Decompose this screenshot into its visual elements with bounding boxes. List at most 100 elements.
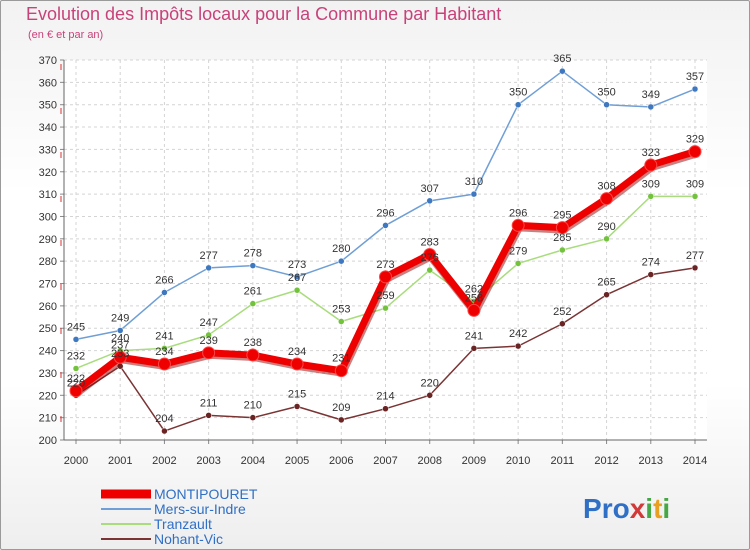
data-label-mers-sur-indre: 349 (642, 89, 660, 101)
data-point-tranzault (559, 246, 566, 254)
data-point-nohant-vic (249, 414, 257, 421)
data-point-mers-sur-indre (514, 101, 522, 108)
x-tick-label: 2014 (683, 455, 707, 467)
x-tick-label: 2007 (373, 455, 397, 467)
y-tick-label: 290 (39, 234, 57, 246)
y-tick-label: 200 (39, 435, 57, 447)
data-label-tranzault: 276 (421, 252, 439, 264)
data-label-tranzault: 262 (465, 283, 483, 295)
legend-label: Tranzault (154, 516, 212, 532)
data-label-nohant-vic: 211 (200, 397, 218, 409)
data-point-mers-sur-indre (382, 222, 389, 229)
data-label-tranzault: 232 (67, 350, 85, 362)
logo: Proxiti (583, 493, 670, 524)
data-point-nohant-vic (647, 271, 655, 278)
data-label-nohant-vic: 233 (111, 348, 129, 360)
data-label-montipouret: 231 (332, 353, 350, 365)
data-label-nohant-vic: 241 (465, 330, 483, 342)
data-point-montipouret (379, 270, 392, 284)
legend-label: MONTIPOURET (154, 486, 258, 502)
data-point-montipouret (290, 357, 304, 371)
y-tick-label: 310 (39, 189, 57, 201)
data-point-tranzault (338, 318, 345, 325)
data-label-montipouret: 296 (509, 207, 527, 219)
y-tick-label: 300 (39, 211, 57, 223)
data-point-tranzault (426, 266, 433, 274)
data-label-mers-sur-indre: 277 (199, 250, 217, 262)
data-point-nohant-vic (559, 320, 566, 328)
x-tick-label: 2005 (285, 455, 309, 467)
data-label-tranzault: 253 (332, 304, 350, 316)
chart-title: Evolution des Impôts locaux pour la Comm… (26, 4, 502, 24)
data-label-mers-sur-indre: 273 (288, 259, 306, 271)
x-tick-label: 2011 (551, 455, 575, 467)
data-label-mers-sur-indre: 350 (597, 87, 615, 99)
data-label-montipouret: 329 (686, 134, 704, 146)
data-point-mers-sur-indre (205, 264, 212, 272)
data-point-montipouret (644, 158, 658, 172)
data-label-tranzault: 267 (288, 272, 306, 284)
data-point-tranzault (161, 345, 168, 352)
data-point-mers-sur-indre (293, 273, 301, 281)
data-point-tranzault (691, 193, 699, 200)
logo-letter: o (613, 493, 630, 524)
logo-letter: t (653, 493, 662, 524)
data-label-mers-sur-indre: 280 (332, 243, 350, 255)
data-label-montipouret: 234 (288, 346, 306, 358)
data-point-mers-sur-indre (249, 262, 257, 269)
data-point-tranzault (72, 365, 80, 372)
data-point-mers-sur-indre (72, 336, 80, 343)
x-tick-label: 2001 (108, 455, 132, 467)
data-point-montipouret (113, 350, 127, 364)
data-point-nohant-vic (338, 416, 345, 424)
x-tick-label: 2004 (241, 455, 265, 467)
x-tick-label: 2006 (329, 455, 353, 467)
y-tick-label: 370 (39, 55, 57, 67)
data-point-montipouret (334, 364, 348, 378)
data-point-montipouret (157, 357, 171, 371)
logo-letter: i (662, 493, 670, 524)
data-point-nohant-vic (470, 345, 478, 352)
data-label-montipouret: 237 (111, 339, 129, 351)
data-point-montipouret (555, 221, 569, 235)
data-point-mers-sur-indre (338, 257, 345, 265)
data-label-nohant-vic: 274 (642, 257, 660, 269)
data-point-nohant-vic (691, 264, 699, 272)
y-tick-label: 230 (39, 368, 57, 380)
data-point-tranzault (382, 304, 389, 312)
data-point-nohant-vic (161, 427, 168, 435)
y-tick-label: 270 (39, 279, 57, 291)
data-label-nohant-vic: 242 (509, 328, 527, 340)
data-label-nohant-vic: 214 (376, 391, 394, 403)
y-tick-label: 360 (39, 77, 57, 89)
y-tick-label: 320 (39, 167, 57, 179)
data-label-mers-sur-indre: 310 (465, 176, 483, 188)
data-label-montipouret: 308 (597, 181, 615, 193)
data-point-tranzault (514, 260, 522, 267)
data-point-montipouret (511, 218, 525, 232)
logo-letter: r (602, 493, 613, 524)
y-tick-label: 330 (39, 144, 57, 156)
data-label-montipouret: 222 (67, 373, 85, 385)
x-tick-label: 2013 (639, 455, 663, 467)
y-tick-label: 340 (39, 122, 57, 134)
data-point-tranzault (249, 300, 257, 307)
data-point-mers-sur-indre (116, 327, 124, 334)
data-label-tranzault: 279 (509, 245, 527, 257)
data-point-mers-sur-indre (470, 190, 478, 198)
y-tick-label: 240 (39, 346, 57, 358)
data-label-montipouret: 323 (642, 147, 660, 159)
data-point-nohant-vic (382, 405, 389, 412)
data-label-montipouret: 239 (199, 335, 217, 347)
data-label-montipouret: 258 (465, 292, 483, 304)
x-tick-label: 2000 (64, 455, 88, 467)
x-tick-label: 2010 (506, 455, 530, 467)
data-label-mers-sur-indre: 357 (686, 71, 704, 83)
x-tick-label: 2009 (462, 455, 486, 467)
y-tick-label: 350 (39, 100, 57, 112)
data-label-tranzault: 240 (111, 333, 129, 345)
data-label-nohant-vic: 277 (686, 250, 704, 262)
data-label-mers-sur-indre: 307 (421, 183, 439, 195)
data-label-montipouret: 238 (244, 337, 262, 349)
